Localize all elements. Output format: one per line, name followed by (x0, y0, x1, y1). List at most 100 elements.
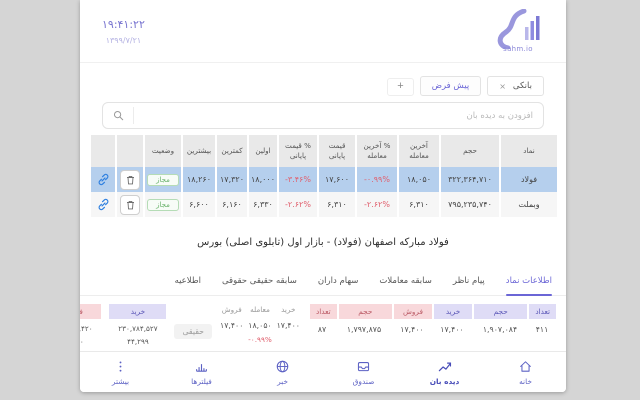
order-book: تعداد حجم خرید فروش حجم تعداد ۴۱۱ ۱,۹۰۷,… (308, 304, 556, 339)
table-row-vebmellat[interactable]: وبملت ۷۹۵,۲۳۵,۷۴۰ ۶,۳۱۰ -۲.۶۲% ۶,۳۱۰ -۲.… (89, 192, 557, 217)
tab-shareholders[interactable]: سهام داران (317, 276, 359, 286)
haghighi-sell-count: ۱۶,۳۳۰ (80, 337, 84, 346)
tab-default[interactable]: پیش فرض (419, 76, 482, 96)
globe-icon (276, 360, 289, 372)
table-row-foolad[interactable]: فولاد ۳۲۲,۳۶۴,۷۱۰ ۱۸,۰۵۰ -۰.۹۹% ۱۷,۶۰۰ -… (89, 167, 557, 192)
close-label: پایانی (252, 350, 269, 351)
price-stats: خرید ۱۷,۴۰۰ اولین معامله ۱۸,۰۵۰ -۰.۹۹% پ… (220, 304, 300, 351)
detail-tab-bar: اطلاعات نماد پیام ناظر سابقه معاملات سها… (80, 267, 566, 296)
nav-item-fund[interactable]: صندوق (344, 359, 384, 386)
volume-cell: ۳۲۲,۳۶۴,۷۱۰ (448, 175, 492, 184)
buy-count: ۴۱۱ (535, 324, 549, 334)
sell-label: فروش (221, 305, 242, 314)
symbol-title: فولاد مبارکه اصفهان (فولاد) - بازار اول … (197, 236, 449, 248)
buy-volume-header: حجم (472, 304, 528, 319)
buy-count-header: تعداد (527, 304, 556, 319)
status-badge: مجاز (147, 173, 179, 186)
stat-trade-column: معامله ۱۸,۰۵۰ -۰.۹۹% پایانی (248, 305, 272, 351)
haghighi-buy-box: خرید ۲۳۰,۷۸۴,۵۲۷ ۴۴,۲۹۹ (109, 304, 167, 348)
nav-item-watchlist[interactable]: دیده بان (425, 359, 465, 386)
nav-item-filters[interactable]: فیلترها (182, 359, 222, 386)
tab-close-icon[interactable]: × (499, 81, 506, 91)
trade-pct: -۰.۹۹% (248, 335, 272, 344)
link-row-button[interactable] (97, 173, 110, 186)
stat-buy-column: خرید ۱۷,۴۰۰ اولین (277, 305, 300, 351)
nav-item-news[interactable]: خبر (263, 359, 303, 386)
nav-label: فیلترها (191, 376, 212, 386)
nav-item-home[interactable]: خانه (506, 359, 546, 386)
last-cell: ۱۸,۰۵۰ (406, 175, 432, 184)
logo-text: sahm.io (503, 45, 533, 53)
more-dots-icon (119, 360, 122, 372)
link-icon (98, 173, 108, 186)
add-watchlist-tab-button[interactable]: + (387, 78, 414, 96)
search-bar (102, 102, 544, 129)
tab-banki[interactable]: بانکی × (487, 76, 544, 96)
low-cell: ۱۷,۳۲۰ (219, 175, 245, 184)
buy-volume: ۱,۹۰۷,۰۸۴ (482, 324, 518, 334)
last-pct-cell: -۰.۹۹% (364, 175, 390, 184)
high-cell: ۶,۶۰۰ (189, 200, 209, 209)
tab-symbol-info[interactable]: اطلاعات نماد (505, 267, 553, 296)
watchlist-header-row: نماد حجم آخرین معامله % آخرین معامله قیم… (89, 135, 557, 167)
search-input[interactable] (134, 103, 543, 128)
sell-count-header: تعداد (308, 304, 337, 319)
sell-value: ۱۷,۴۰۰ (220, 321, 244, 330)
high-cell: ۱۸,۲۶۰ (186, 175, 212, 184)
order-book-row[interactable]: ۴۱۱ ۱,۹۰۷,۰۸۴ ۱۷,۴۰۰ ۱۷,۴۰۰ ۱,۷۹۷,۸۷۵ ۸۷ (308, 319, 556, 339)
nav-label: خبر (277, 376, 288, 386)
clock-block: ۱۹:۴۱:۲۲ ۱۳۹۹/۷/۲۱ (102, 18, 145, 45)
haghighi-sell-header: فروش (80, 304, 102, 319)
app-logo: sahm.io (492, 9, 544, 53)
col-high: بیشترین (181, 135, 215, 167)
trade-label: معامله (250, 305, 270, 314)
buy-price: ۱۷,۴۰۰ (440, 324, 464, 334)
link-row-button[interactable] (97, 198, 110, 211)
search-icon[interactable] (103, 103, 133, 128)
tab-banki-label: بانکی (512, 81, 532, 91)
sell-price-header: فروش (391, 304, 432, 319)
tab-announcement[interactable]: اطلاعیه (174, 276, 201, 286)
tab-trade-history[interactable]: سابقه معاملات (379, 276, 432, 286)
current-time: ۱۹:۴۱:۲۲ (102, 17, 145, 31)
inbox-icon (357, 361, 370, 371)
col-last-pct: % آخرین معامله (355, 135, 397, 167)
col-status: وضعیت (143, 135, 181, 167)
symbol-cell[interactable]: وبملت (499, 192, 557, 217)
stat-sell-column: فروش ۱۷,۴۰۰ دیروز (220, 305, 243, 351)
tab-real-legal-history[interactable]: سابقه حقیقی حقوقی (221, 276, 297, 286)
watchlist-table: نماد حجم آخرین معامله % آخرین معامله قیم… (89, 135, 557, 217)
haghighi-buy-volume: ۲۳۰,۷۸۴,۵۲۷ (118, 324, 158, 333)
trash-icon (126, 200, 134, 209)
col-last: آخرین معامله (397, 135, 439, 167)
nav-label: خانه (519, 376, 532, 386)
trade-value: ۱۸,۰۵۰ (248, 321, 272, 330)
col-close: قیمت پایانی (317, 135, 355, 167)
nav-label: دیده بان (429, 376, 460, 386)
sell-price: ۱۷,۴۰۰ (400, 324, 424, 334)
bottom-navigation: خانه دیده بان صندوق خبر (80, 351, 566, 392)
symbol-detail-panel: تعداد حجم خرید فروش حجم تعداد ۴۱۱ ۱,۹۰۷,… (80, 296, 566, 351)
first-cell: ۶,۳۳۰ (253, 200, 273, 209)
col-symbol: نماد (499, 135, 557, 167)
nav-item-more[interactable]: بیشتر (101, 359, 141, 386)
col-delete (115, 135, 143, 167)
col-link (89, 135, 115, 167)
buy-label: خرید (281, 305, 296, 314)
sell-count: ۸۷ (317, 324, 327, 334)
tab-supervisor-message[interactable]: پیام ناظر (452, 276, 485, 286)
close-pct-cell: -۳.۴۶% (285, 175, 311, 184)
haghighi-sell-box: فروش ۲۴۳,۶۷۰,۴۲۰ ۱۶,۳۳۰ (80, 304, 102, 348)
delete-row-button[interactable] (120, 169, 140, 190)
delete-row-button[interactable] (120, 194, 140, 215)
last-pct-cell: -۲.۶۲% (364, 200, 390, 209)
symbol-cell[interactable]: فولاد (499, 167, 557, 192)
col-volume: حجم (439, 135, 499, 167)
tab-default-label: پیش فرض (431, 81, 470, 91)
close-pct-cell: -۲.۶۲% (285, 200, 311, 209)
buy-price-header: خرید (432, 304, 473, 319)
current-date: ۱۳۹۹/۷/۲۱ (105, 35, 142, 45)
volume-cell: ۷۹۵,۲۳۵,۷۴۰ (448, 200, 492, 209)
haghighi-buy-header: خرید (109, 304, 167, 319)
close-cell: ۶,۳۱۰ (327, 200, 347, 209)
